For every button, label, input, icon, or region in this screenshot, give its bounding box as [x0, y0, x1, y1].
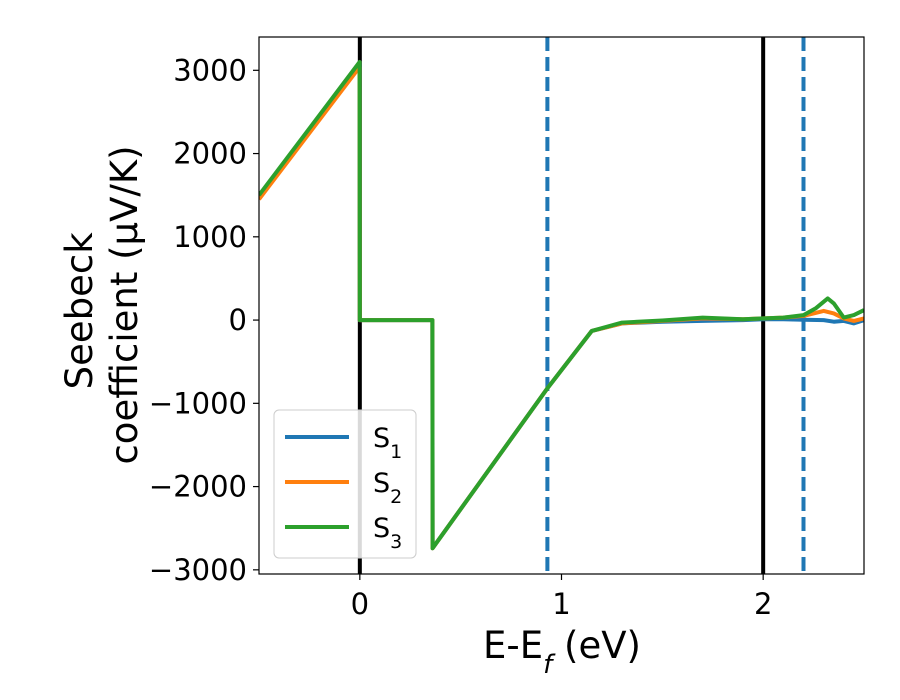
y-tick-label: −1000	[149, 386, 247, 420]
legend-label-s1: S1	[373, 423, 402, 463]
y-axis-label: Seebeck coefficient (μV/K)	[58, 145, 146, 464]
y-tick-label: −2000	[149, 470, 247, 504]
y-tick-label: 1000	[173, 220, 247, 254]
legend-label-s3: S3	[373, 513, 402, 553]
x-tick-label: 2	[754, 587, 772, 621]
y-axis-label-line-1: Seebeck	[58, 232, 101, 390]
x-tick-label: 0	[351, 587, 369, 621]
y-tick-label: −3000	[149, 553, 247, 587]
series-line-s3	[259, 60, 864, 551]
y-tick-label: 2000	[173, 137, 247, 171]
y-tick-label: 3000	[173, 53, 247, 87]
x-tick-label: 1	[552, 587, 570, 621]
y-axis-label-line-2: coefficient (μV/K)	[103, 145, 146, 464]
legend: S1 S2 S3	[273, 409, 417, 559]
y-tick-label: 0	[229, 303, 247, 337]
legend-label-s2: S2	[373, 468, 402, 508]
x-axis-label: E-Ef (eV)	[483, 624, 641, 680]
